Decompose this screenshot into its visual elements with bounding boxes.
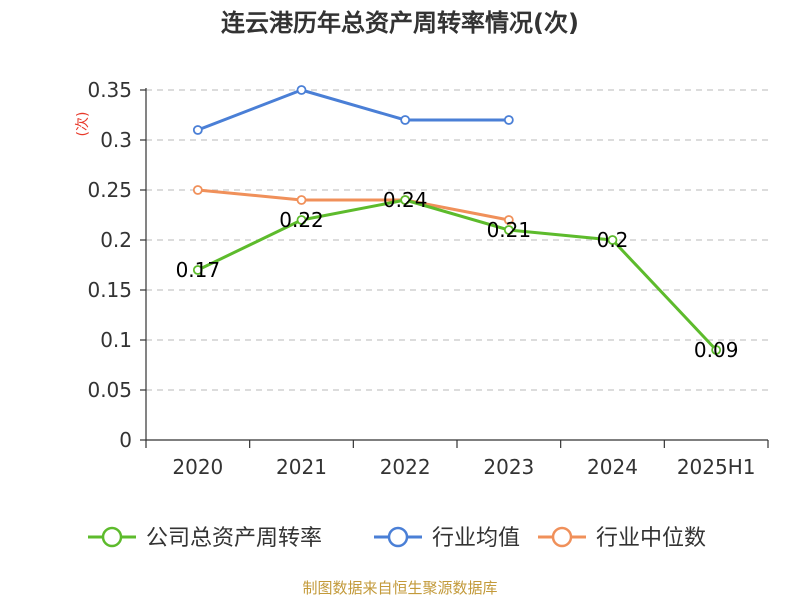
- legend-marker: [551, 526, 573, 548]
- data-point: [400, 195, 411, 205]
- legend-marker: [387, 526, 409, 548]
- series-line-2: [196, 188, 511, 222]
- legend: 公司总资产周转率 行业均值 行业中位数: [88, 526, 706, 551]
- x-tick-label: 2020: [172, 455, 223, 479]
- series-line-1: [196, 88, 511, 132]
- y-tick-label: 0.1: [100, 328, 132, 352]
- data-point: [400, 115, 411, 125]
- y-axis-label: (次): [75, 112, 91, 137]
- y-tick-label: 0: [119, 428, 132, 452]
- data-point: [192, 265, 203, 275]
- legend-label: 行业中位数: [596, 526, 706, 551]
- x-tick-label: 2023: [483, 455, 534, 479]
- grid-lines: [146, 89, 768, 391]
- data-point: [503, 215, 514, 225]
- data-point: [503, 225, 514, 235]
- data-label: 0.24: [383, 188, 428, 212]
- data-point: [192, 125, 203, 135]
- x-tick-label: 2021: [276, 455, 327, 479]
- data-point: [296, 85, 307, 95]
- series-lines: [192, 85, 722, 355]
- data-point: [503, 115, 514, 125]
- data-label: 0.17: [176, 258, 221, 282]
- data-label: 0.2: [597, 228, 629, 252]
- legend-marker: [101, 526, 123, 548]
- legend-label: 行业均值: [432, 526, 520, 551]
- data-point: [711, 345, 722, 355]
- data-label: 0.22: [279, 208, 324, 232]
- data-label: 0.09: [694, 338, 739, 362]
- y-tick-label: 0.25: [87, 178, 132, 202]
- chart-title: 连云港历年总资产周转率情况(次): [221, 9, 579, 37]
- y-tick-label: 0.3: [100, 128, 132, 152]
- y-tick-label: 0.05: [87, 378, 132, 402]
- data-point: [192, 185, 203, 195]
- series-line-0: [196, 198, 718, 352]
- data-labels: 0.17 0.22 0.24 0.21 0.2 0.09: [176, 188, 739, 362]
- data-label: 0.21: [487, 218, 532, 242]
- y-tick-label: 0.15: [87, 278, 132, 302]
- axes: 0 0.05 0.1 0.15 0.2 0.25 0.3 0.35 2020 2021 2022 20…: [87, 78, 769, 479]
- y-tick-label: 0.35: [87, 78, 132, 102]
- source-note: 制图数据来自恒生聚源数据库: [302, 579, 497, 597]
- x-tick-label: 2022: [380, 455, 431, 479]
- data-point: [296, 215, 307, 225]
- x-tick-label: 2025H1: [677, 455, 756, 479]
- x-tick-label: 2024: [587, 455, 638, 479]
- legend-label: 公司总资产周转率: [146, 526, 322, 551]
- data-point: [296, 195, 307, 205]
- data-point: [607, 235, 618, 245]
- y-tick-label: 0.2: [100, 228, 132, 252]
